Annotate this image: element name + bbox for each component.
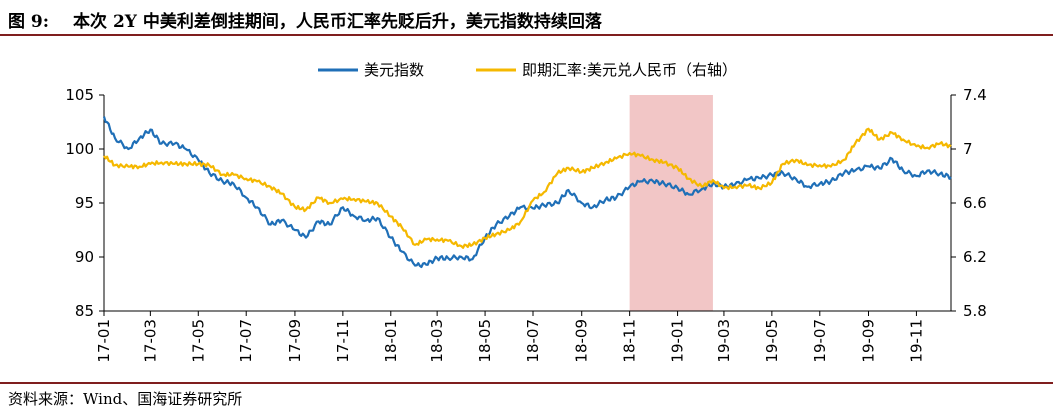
- x-tick-label: 18-11: [621, 319, 639, 363]
- right-tick-label: 7.4: [963, 86, 987, 104]
- left-tick-label: 90: [75, 248, 94, 266]
- x-tick-label: 18-01: [382, 319, 400, 363]
- footer-rule: [0, 382, 1053, 384]
- x-tick-label: 17-11: [334, 319, 352, 363]
- legend-label-usdcny: 即期汇率:美元兑人民币（右轴）: [522, 61, 737, 79]
- right-tick-label: 7: [963, 140, 973, 158]
- left-tick-label: 100: [65, 140, 94, 158]
- x-tick-label: 19-11: [907, 319, 925, 363]
- series-line-usdcny: [103, 127, 952, 249]
- legend-label-usd-index: 美元指数: [364, 61, 424, 79]
- x-tick-label: 17-03: [141, 319, 159, 363]
- figure-title-text: 本次 2Y 中美利差倒挂期间，人民币汇率先贬后升，美元指数持续回落: [73, 12, 602, 32]
- x-tick-label: 18-03: [428, 319, 446, 363]
- x-tick-label: 18-07: [524, 319, 542, 363]
- x-tick-label: 17-09: [286, 319, 304, 363]
- x-tick-label: 18-09: [573, 319, 591, 363]
- x-tick-label: 17-05: [189, 319, 207, 363]
- line-chart: 85 90 95 100 105 5.8 6.2 6.6 7 7.4 17-01 17-03 17-05…: [65, 61, 987, 363]
- series-line-usd-index: [102, 116, 952, 269]
- x-tick-label: 19-05: [763, 319, 781, 363]
- x-tick-label: 19-09: [860, 319, 878, 363]
- right-tick-label: 6.2: [963, 248, 987, 266]
- x-tick-label: 17-07: [237, 319, 255, 363]
- figure-header: 图 9: 本次 2Y 中美利差倒挂期间，人民币汇率先贬后升，美元指数持续回落: [0, 0, 1053, 36]
- right-tick-label: 6.6: [963, 194, 987, 212]
- shaded-period: [629, 95, 713, 311]
- left-tick-label: 85: [75, 302, 94, 320]
- header-rule: [0, 34, 1053, 36]
- source-note: 资料来源：Wind、国海证券研究所: [8, 390, 243, 408]
- right-tick-label: 5.8: [963, 302, 987, 320]
- x-tick-label: 19-07: [811, 319, 829, 363]
- left-tick-label: 105: [65, 86, 94, 104]
- x-tick-label: 19-03: [715, 319, 733, 363]
- figure-title: 图 9: 本次 2Y 中美利差倒挂期间，人民币汇率先贬后升，美元指数持续回落: [8, 7, 602, 32]
- figure-number: 图 9:: [8, 12, 50, 32]
- x-tick-label: 17-01: [95, 319, 113, 363]
- x-tick-label: 19-01: [669, 319, 687, 363]
- left-tick-label: 95: [75, 194, 94, 212]
- x-tick-label: 18-05: [476, 319, 494, 363]
